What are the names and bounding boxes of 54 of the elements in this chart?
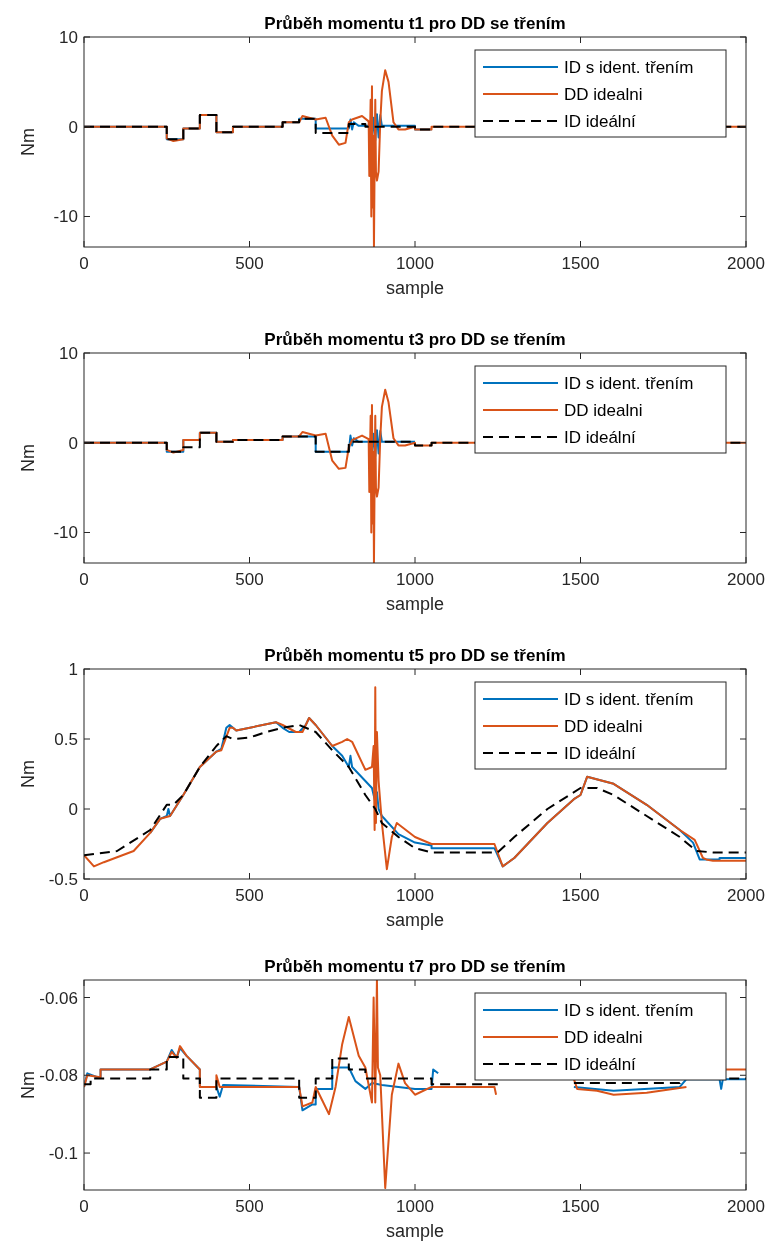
- legend-label: ID ideální: [564, 1055, 637, 1074]
- y-tick-label: 0: [68, 117, 78, 137]
- legend-label: DD idealni: [564, 717, 643, 736]
- x-tick-label: 2000: [727, 570, 765, 589]
- legend-label: ID s ident. třením: [564, 690, 694, 709]
- chart-title: Průběh momentu t1 pro DD se třením: [264, 14, 566, 33]
- y-axis-title: Nm: [18, 444, 38, 472]
- y-tick-label: 10: [59, 28, 78, 47]
- y-axis-title: Nm: [18, 760, 38, 788]
- x-tick-label: 1000: [396, 1197, 434, 1216]
- y-tick-label: 0: [68, 433, 78, 453]
- chart-title: Průběh momentu t3 pro DD se třením: [264, 330, 566, 349]
- legend-label: ID ideální: [564, 428, 637, 447]
- x-axis-title: sample: [385, 1221, 445, 1241]
- chart-title: Průběh momentu t5 pro DD se třením: [264, 646, 566, 665]
- line-series: [84, 686, 746, 871]
- x-tick-label: 2000: [727, 1197, 765, 1216]
- y-tick-label: -0.5: [48, 870, 78, 889]
- legend-label: ID s ident. třením: [564, 1001, 694, 1020]
- x-tick-label: 500: [235, 254, 264, 273]
- x-axis-title: sample: [385, 594, 445, 614]
- y-tick-label: 10: [59, 344, 78, 363]
- y-axis-title: Nm: [18, 1071, 38, 1099]
- y-tick-label: 1: [68, 660, 78, 679]
- x-tick-label: 2000: [727, 254, 765, 273]
- y-axis-title: Nm: [18, 128, 38, 156]
- legend-label: ID ideální: [564, 112, 637, 131]
- x-tick-label: 1500: [561, 1197, 600, 1216]
- x-tick-label: 1000: [396, 254, 434, 273]
- legend-label: DD idealni: [564, 401, 643, 420]
- x-tick-label: 1500: [561, 254, 600, 273]
- legend-label: DD idealni: [564, 85, 643, 104]
- x-axis-title: sample: [385, 910, 445, 930]
- x-tick-label: 2000: [727, 886, 765, 905]
- x-tick-label: 1500: [561, 886, 600, 905]
- y-tick-label: 0: [68, 800, 78, 819]
- x-tick-label: 1500: [561, 570, 600, 589]
- x-axis-title: sample: [385, 278, 445, 298]
- x-tick-label: 1000: [396, 886, 434, 905]
- legend-label: ID s ident. třením: [564, 374, 694, 393]
- x-tick-label: 500: [235, 1197, 264, 1216]
- chart-title: Průběh momentu t7 pro DD se třením: [264, 957, 566, 976]
- legend-label: ID ideální: [564, 744, 637, 763]
- y-tick-label: -10: [53, 523, 78, 543]
- y-tick-label: -0.1: [48, 1144, 78, 1164]
- y-tick-label: -0.06: [39, 988, 78, 1008]
- x-tick-label: 500: [235, 570, 264, 589]
- y-tick-label: 0.5: [54, 730, 78, 749]
- y-tick-label: -0.08: [39, 1066, 78, 1086]
- y-tick-label: -10: [53, 207, 78, 227]
- legend-label: DD idealni: [564, 1028, 643, 1047]
- x-tick-label: 1000: [396, 570, 434, 589]
- x-tick-label: 500: [235, 886, 264, 905]
- legend-label: ID s ident. třením: [564, 58, 694, 77]
